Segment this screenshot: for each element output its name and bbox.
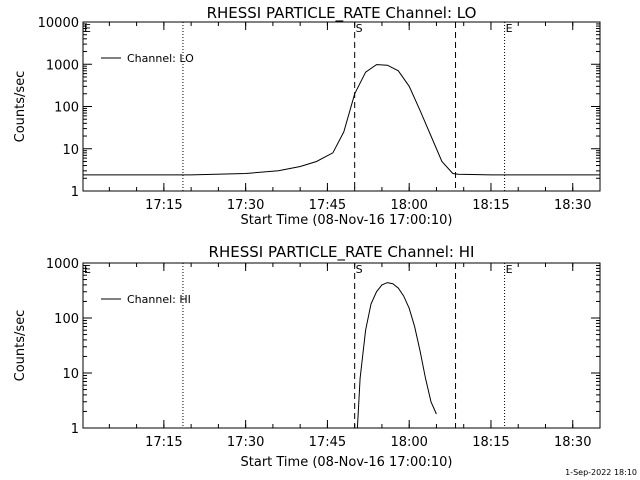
x-axis-label: Start Time (08-Nov-16 17:00:10) <box>241 213 453 228</box>
footer-timestamp: 1-Sep-2022 18:10 <box>565 468 637 477</box>
event-marker-label: E <box>506 263 513 276</box>
x-tick-label: 18:15 <box>472 435 509 450</box>
event-marker-label: S <box>356 263 363 276</box>
x-tick-label: 17:45 <box>309 435 346 450</box>
chart-title: RHESSI PARTICLE_RATE Channel: LO <box>207 4 477 23</box>
plot-frame <box>82 262 601 429</box>
panel-hi: RHESSI PARTICLE_RATE Channel: HI 1 10 100 10… <box>13 243 601 470</box>
y-tick-label: 100 <box>54 312 79 327</box>
x-tick-label: 18:00 <box>390 435 427 450</box>
x-tick-label: 18:15 <box>472 198 509 213</box>
y-tick-label: 1000 <box>46 257 79 272</box>
y-tick-label: 100 <box>54 101 79 116</box>
event-marker-label: E <box>84 263 91 276</box>
x-tick-label: 18:30 <box>554 435 591 450</box>
x-tick-label: 18:00 <box>390 198 427 213</box>
series-line <box>356 282 437 429</box>
event-marker-label: E <box>506 22 513 35</box>
x-tick-label: 17:30 <box>227 435 264 450</box>
x-axis-label: Start Time (08-Nov-16 17:00:10) <box>241 455 453 470</box>
legend-label: Channel: LO <box>127 52 194 65</box>
x-tick-label: 17:30 <box>227 198 264 213</box>
x-tick-label: 17:45 <box>309 198 346 213</box>
event-marker-label: E <box>84 22 91 35</box>
y-tick-label: 1 <box>71 185 79 200</box>
y-tick-label: 1 <box>71 422 79 437</box>
x-tick-label: 17:15 <box>145 435 182 450</box>
chart-title: RHESSI PARTICLE_RATE Channel: HI <box>209 243 475 262</box>
x-tick-label: 18:30 <box>554 198 591 213</box>
x-tick-label: 17:15 <box>145 198 182 213</box>
panel-lo: RHESSI PARTICLE_RATE Channel: LO 1 10 100 10… <box>13 4 601 228</box>
series-line <box>83 64 600 176</box>
y-axis-label: Counts/sec <box>13 71 28 143</box>
y-axis-label: Counts/sec <box>13 310 28 382</box>
plot-frame <box>82 21 601 192</box>
event-marker-label: S <box>356 22 363 35</box>
y-tick-label: 10 <box>62 143 79 158</box>
y-tick-label: 10 <box>62 367 79 382</box>
legend-label: Channel: HI <box>127 293 191 306</box>
y-tick-label: 1000 <box>46 58 79 73</box>
y-tick-label: 10000 <box>38 16 79 31</box>
